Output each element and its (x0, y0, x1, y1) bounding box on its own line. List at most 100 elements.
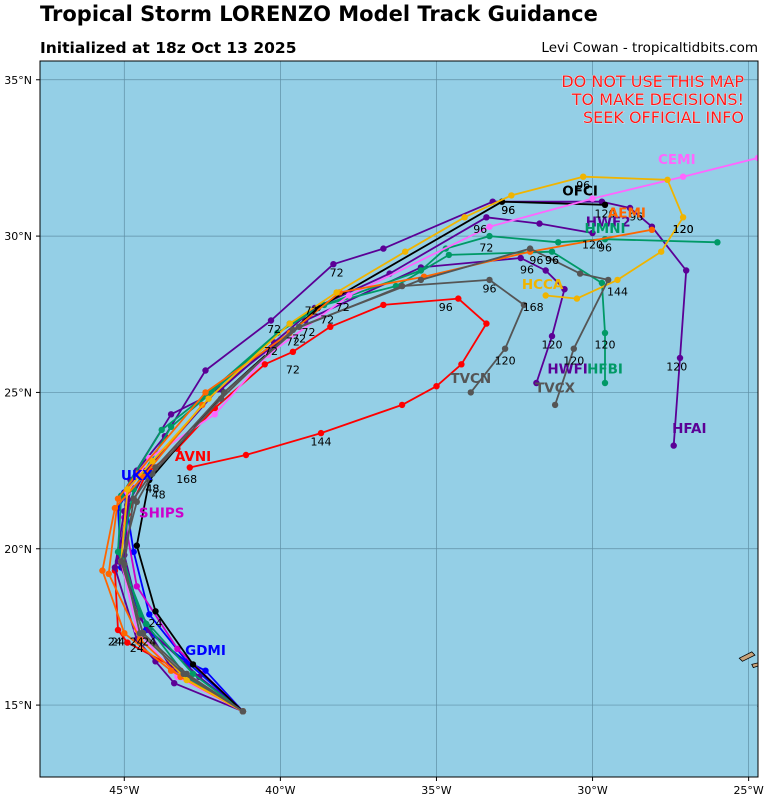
track-point-aemn-3 (99, 567, 106, 574)
hour-label-avni: 144 (311, 436, 332, 449)
track-point-tvcn-12 (467, 389, 474, 396)
x-tick-label: 25°W (733, 784, 763, 797)
hour-label-hwfi: 120 (666, 361, 687, 374)
track-point-ships-2 (133, 583, 140, 590)
hour-label-aemn: 24 (108, 636, 122, 649)
track-point-hfbi-12 (598, 279, 606, 287)
hour-label-hcca: 120 (673, 223, 694, 236)
land-layer (738, 651, 758, 708)
model-label-hwrf2: HWF2 (586, 215, 631, 231)
track-point-hfai-1 (196, 673, 203, 681)
track-point-hwrf2-12 (589, 229, 596, 237)
track-point-hwfi-17 (676, 354, 684, 362)
track-point-gdmi-3 (146, 611, 153, 618)
x-tick-label: 35°W (421, 784, 451, 797)
track-point-avni-2 (124, 639, 131, 646)
y-tick-label: 30°N (4, 230, 32, 243)
track-point-tvcx-1 (180, 670, 187, 677)
track-point-gdmi-1 (202, 667, 209, 674)
x-tick-label: 40°W (265, 784, 295, 797)
track-point-hmni-12 (555, 239, 562, 246)
track-point-hfai-10 (542, 267, 549, 274)
track-point-avni-13 (455, 295, 462, 302)
track-point-hwrf2-5 (167, 411, 175, 418)
model-label-gdmi: GDMI (185, 643, 226, 659)
model-label-hwfi: HWFI (547, 362, 587, 378)
model-label-hfbi: HFBI (587, 362, 623, 378)
track-point-avni-20 (186, 464, 193, 471)
warning-line-3: SEEK OFFICIAL INFO (583, 108, 744, 127)
track-point-tvcx-11 (605, 276, 612, 284)
track-point-hcca-11 (508, 192, 515, 199)
track-point-hfai-13 (533, 379, 540, 387)
hour-label-hmni: 72 (479, 242, 493, 255)
track-point-hmni-14 (714, 239, 721, 246)
hour-label-ofci: 72 (320, 314, 334, 327)
model-label-tvcn: TVCN (450, 371, 491, 387)
track-point-ofci-3 (133, 542, 140, 549)
track-point-hwrf2-10 (483, 214, 490, 221)
hour-label-hmni: 96 (598, 242, 612, 255)
track-point-tvcx-13 (551, 401, 559, 409)
x-tick-label: 30°W (577, 784, 607, 797)
track-point-aemi-3 (105, 570, 112, 577)
track-point-avni-19 (242, 451, 250, 459)
track-point-aemi-4 (114, 495, 122, 502)
track-point-hwrf2-7 (270, 339, 278, 346)
track-point-tvcx-8 (417, 276, 425, 284)
hour-label-hfbi: 96 (545, 254, 559, 267)
track-point-ofci-8 (601, 201, 609, 208)
track-point-hcca-12 (580, 173, 587, 180)
warning-line-2: TO MAKE DECISIONS! (571, 90, 744, 109)
model-label-hcca: HCCA (522, 277, 564, 293)
track-point-cemi-12 (754, 154, 758, 162)
track-point-avni-9 (261, 361, 268, 368)
track-point-aemn-1 (167, 667, 175, 674)
hour-label-hwfi: 72 (330, 267, 344, 280)
credit-text: Levi Cowan - tropicaltidbits.com (541, 40, 758, 56)
hour-label-tvcn: 96 (483, 282, 497, 295)
track-point-hcca-8 (333, 289, 340, 296)
track-point-aemi-6 (202, 389, 209, 396)
y-tick-label: 15°N (4, 699, 32, 712)
hour-label-hwfi: 96 (629, 211, 643, 224)
track-point-aemn-2 (121, 630, 128, 637)
track-point-ofci-2 (152, 608, 159, 615)
track-point-aemi-11 (648, 226, 656, 233)
hour-label-aemi: 96 (529, 254, 543, 267)
track-point-hfbi-14 (601, 379, 609, 387)
hour-label-tvcn: 72 (292, 332, 306, 345)
x-tick-label: 45°W (109, 784, 139, 797)
hour-label-aemi: 48 (145, 483, 159, 496)
track-point-aemn-4 (111, 504, 119, 512)
hour-label-hcca: 96 (576, 179, 590, 192)
track-point-hcca-13 (664, 176, 671, 183)
hour-label-tvcx: 96 (545, 254, 559, 267)
hour-label-hwrf2: 120 (582, 239, 603, 252)
hour-label-hcca: 168 (523, 301, 544, 314)
azores-islet-1 (751, 662, 758, 669)
track-tvcx (121, 245, 612, 715)
track-point-hmni-11 (486, 232, 493, 240)
track-point-aemi-5 (133, 470, 140, 477)
track-point-aemn-5 (139, 473, 147, 480)
hour-label-ofci: 96 (501, 204, 515, 217)
hour-label-hfbi: 72 (336, 301, 350, 314)
track-point-avni-16 (433, 383, 440, 390)
track-point-tvcx-2 (136, 630, 144, 637)
hour-label-ofci: 24 (149, 617, 163, 630)
hour-label-avni: 24 (111, 636, 125, 649)
track-line-aemi (107, 228, 653, 713)
track-point-tvcx-12 (570, 345, 577, 352)
y-tick-label: 25°N (4, 386, 32, 399)
hour-label-hfai: 96 (520, 264, 534, 277)
track-point-tvcx-4 (130, 495, 137, 502)
track-layer (99, 154, 758, 715)
track-point-hmni-5 (167, 423, 175, 430)
y-tick-label: 20°N (4, 543, 32, 556)
hour-label-tvcx: 144 (607, 286, 628, 299)
model-label-hfai: HFAI (672, 421, 706, 437)
